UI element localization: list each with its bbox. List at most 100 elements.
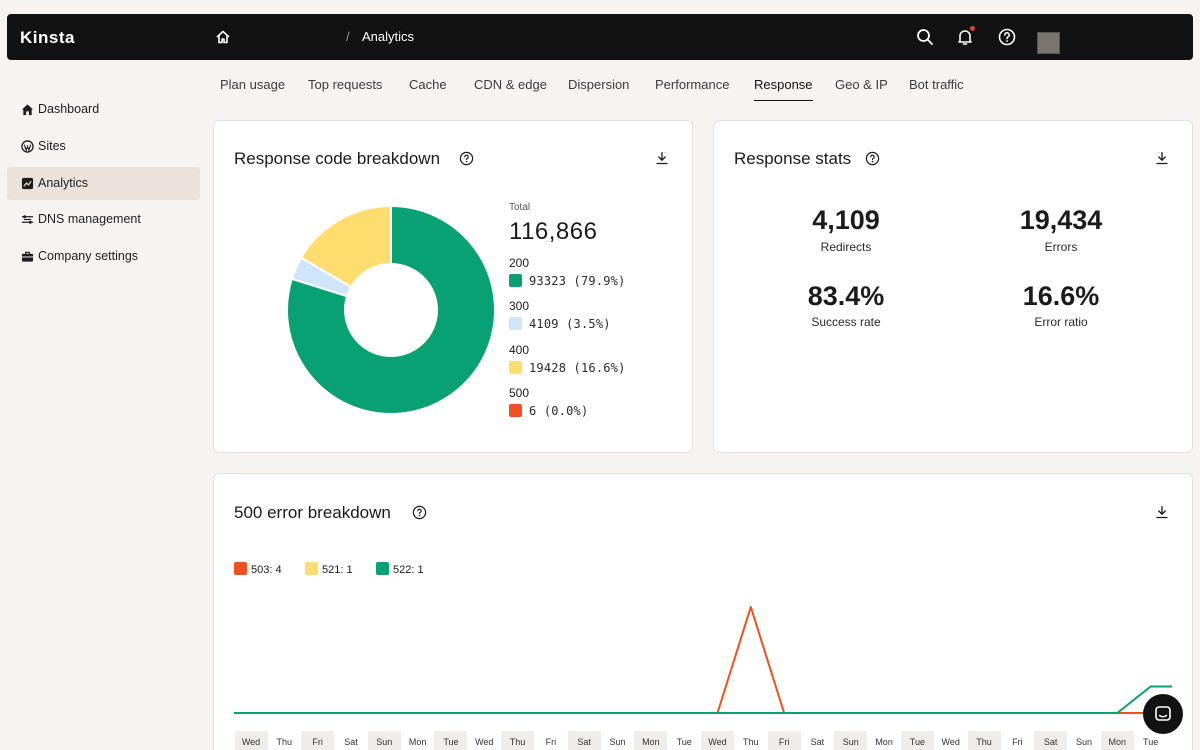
legend-value-500: 6 (0.0%) xyxy=(529,404,589,418)
x-tick-label: Sun xyxy=(367,731,401,750)
tab-bot-traffic[interactable]: Bot traffic xyxy=(909,77,964,92)
stat-error-ratio-value: 16.6% xyxy=(1022,281,1100,311)
breadcrumb-separator: / xyxy=(346,29,350,44)
x-tick-label: Mon xyxy=(1100,731,1134,750)
x-tick-label: Mon xyxy=(634,731,668,750)
sidebar-item-analytics[interactable]: Analytics xyxy=(7,167,200,200)
legend-swatch-400 xyxy=(509,361,522,374)
tab-response[interactable]: Response xyxy=(754,77,813,101)
download-icon[interactable] xyxy=(1155,505,1169,519)
x-tick-label: Wed xyxy=(700,731,734,750)
help-icon[interactable] xyxy=(865,151,880,166)
search-icon[interactable] xyxy=(915,27,935,47)
response-code-donut-chart xyxy=(286,204,496,415)
top-bar: Kinsta / Analytics xyxy=(7,14,1193,60)
x-tick-label: Wed xyxy=(234,731,268,750)
sidebar-item-company-settings[interactable]: Company settings xyxy=(7,240,200,273)
x-tick-label: Sun xyxy=(834,731,868,750)
chat-icon xyxy=(1155,706,1171,721)
x-tick-label: Tue xyxy=(434,731,468,750)
analytics-icon xyxy=(21,177,34,190)
response-stats-card: Response stats 4,109 Redirects 19,434 Er… xyxy=(713,120,1193,453)
x-tick-label: Sat xyxy=(1034,731,1068,750)
tab-dispersion[interactable]: Dispersion xyxy=(568,77,630,92)
legend-swatch-503 xyxy=(234,562,247,575)
legend-label-521: 521: xyxy=(322,564,344,576)
legend-swatch-522 xyxy=(376,562,389,575)
card-title: Response stats xyxy=(734,149,852,168)
avatar[interactable] xyxy=(1037,32,1060,54)
legend-item-521[interactable]: 521: 1 xyxy=(305,562,353,576)
x-tick-label: Mon xyxy=(875,737,893,747)
legend-swatch-200 xyxy=(509,274,522,287)
legend-value-300: 4109 (3.5%) xyxy=(529,317,611,331)
legend-label-503: 503: xyxy=(251,564,273,576)
total-value: 116,866 xyxy=(509,218,598,245)
legend-count-521: 1 xyxy=(346,564,353,576)
legend-count-522: 1 xyxy=(417,564,424,576)
legend-code-200: 200 xyxy=(509,256,530,270)
response-code-breakdown-card: Response code breakdown Total 116,866 20… xyxy=(213,120,693,453)
briefcase-icon xyxy=(21,251,34,262)
wordpress-icon xyxy=(21,140,34,153)
download-icon[interactable] xyxy=(655,151,669,165)
x-tick-label: Thu xyxy=(743,737,759,747)
donut-slice-200[interactable] xyxy=(286,204,496,415)
sidebar-item-label: Sites xyxy=(38,139,66,153)
series-line-503 xyxy=(234,606,1172,714)
sidebar-item-label: Dashboard xyxy=(38,102,100,116)
legend-item-503[interactable]: 503: 4 xyxy=(234,562,282,576)
tab-top-requests[interactable]: Top requests xyxy=(308,77,383,92)
download-icon[interactable] xyxy=(1155,151,1169,165)
tab-performance[interactable]: Performance xyxy=(655,77,730,92)
help-icon[interactable] xyxy=(997,27,1017,47)
x-tick-label: Wed xyxy=(941,737,960,747)
x-tick-label: Sat xyxy=(567,731,601,750)
x-tick-label: Tue xyxy=(900,731,934,750)
home-icon xyxy=(21,104,34,116)
sidebar-item-dashboard[interactable]: Dashboard xyxy=(7,93,200,126)
legend-code-400: 400 xyxy=(509,343,530,357)
legend-item-522[interactable]: 522: 1 xyxy=(376,562,424,576)
legend-value-400: 19428 (16.6%) xyxy=(529,361,626,375)
x-tick-label: Mon xyxy=(408,737,427,747)
bell-icon[interactable] xyxy=(955,27,975,47)
legend-swatch-300 xyxy=(509,317,522,330)
total-label: Total xyxy=(509,202,531,213)
stat-redirects-value: 4,109 xyxy=(812,205,880,235)
help-icon[interactable] xyxy=(412,505,427,520)
tab-geo-ip[interactable]: Geo & IP xyxy=(835,77,888,92)
tab-cache[interactable]: Cache xyxy=(409,77,447,92)
tab-cdn-edge[interactable]: CDN & edge xyxy=(474,77,547,92)
x-tick-label: Wed xyxy=(475,737,494,747)
tab-plan-usage[interactable]: Plan usage xyxy=(220,77,286,92)
chat-button[interactable] xyxy=(1143,694,1183,734)
series-line-522 xyxy=(234,685,1172,714)
sidebar-item-label: DNS management xyxy=(38,212,141,226)
x-tick-label: Sun xyxy=(1075,737,1092,747)
legend-value-200: 93323 (79.9%) xyxy=(529,274,626,288)
stat-success-rate-value: 83.4% xyxy=(807,281,885,311)
x-tick-label: Sun xyxy=(609,737,626,747)
x-tick-label: Fri xyxy=(1012,737,1023,747)
sidebar-item-sites[interactable]: Sites xyxy=(7,130,200,163)
sidebar-item-dns-management[interactable]: DNS management xyxy=(7,203,200,236)
x-tick-label: Sat xyxy=(344,737,358,747)
legend-code-300: 300 xyxy=(509,299,530,313)
legend-swatch-521 xyxy=(305,562,318,575)
home-icon[interactable] xyxy=(215,29,231,45)
x-tick-label: Tue xyxy=(676,737,692,747)
x-tick-label: Thu xyxy=(967,731,1001,750)
kinsta-logo[interactable]: Kinsta xyxy=(20,28,75,47)
x-tick-label: Sat xyxy=(810,737,825,747)
stat-redirects-label: Redirects xyxy=(820,240,872,254)
stat-errors-label: Errors xyxy=(1044,240,1078,254)
series-line-521 xyxy=(234,685,1172,714)
card-title: 500 error breakdown xyxy=(234,503,391,522)
breadcrumb-current[interactable]: Analytics xyxy=(362,29,415,44)
stat-error-ratio-label: Error ratio xyxy=(1034,315,1088,329)
sidebar-item-label: Company settings xyxy=(38,249,139,263)
help-icon[interactable] xyxy=(459,151,474,166)
dns-icon xyxy=(21,215,34,224)
